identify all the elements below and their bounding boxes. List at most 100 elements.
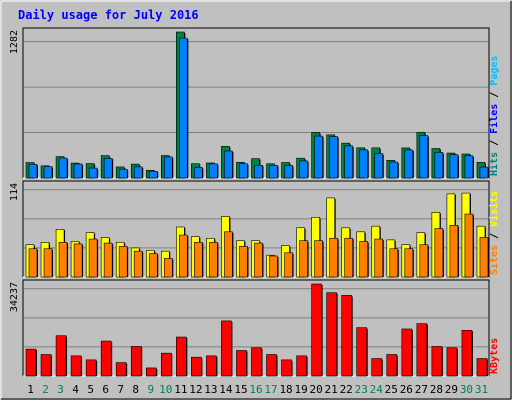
x-tick-label: 25 — [385, 383, 398, 396]
bar-visits-sites-5 — [88, 238, 98, 278]
x-tick-label: 5 — [87, 383, 94, 396]
x-tick-label: 4 — [72, 383, 79, 396]
bar-kbytes-kbytes-7 — [115, 362, 127, 377]
bar-hits-files-1 — [28, 164, 38, 179]
x-tick-label: 16 — [249, 383, 262, 396]
bar-visits-sites-10 — [163, 258, 173, 278]
legend-separator: / — [489, 134, 500, 152]
bar-visits-sites-3 — [58, 241, 68, 278]
bar-hits-files-14 — [224, 150, 233, 179]
bar-kbytes-kbytes-8 — [130, 346, 142, 377]
x-tick-label: 8 — [132, 383, 139, 396]
bar-kbytes-kbytes-13 — [206, 355, 217, 377]
bar-kbytes-kbytes-10 — [160, 352, 172, 377]
bar-visits-sites-17 — [269, 255, 278, 278]
legend-text-kbytes: KBytes — [489, 338, 500, 374]
bar-kbytes-kbytes-18 — [281, 359, 292, 377]
bar-visits-sites-31 — [479, 237, 489, 278]
x-tick-label: 29 — [445, 383, 458, 396]
bar-hits-files-30 — [464, 155, 474, 179]
bar-hits-files-21 — [329, 136, 338, 179]
bar-kbytes-kbytes-9 — [145, 367, 157, 377]
x-tick-label: 31 — [475, 383, 488, 396]
ymax-label-kbytes: 34237 — [9, 282, 20, 312]
bar-hits-files-5 — [88, 167, 98, 179]
panel-hits: 1282 Hits / Files / Pages — [9, 27, 500, 179]
x-tick-label: 18 — [279, 383, 292, 396]
x-tick-label: 15 — [234, 383, 247, 396]
ymax-label-hits: 1282 — [9, 30, 20, 54]
bar-visits-sites-11 — [179, 234, 188, 278]
bar-visits-sites-14 — [224, 231, 233, 278]
legend-item-visits: Visits — [488, 191, 500, 227]
bar-visits-sites-27 — [419, 244, 429, 278]
bar-hits-files-13 — [209, 163, 218, 179]
bar-kbytes-kbytes-12 — [191, 356, 202, 377]
legend-item-files: Files — [488, 104, 500, 134]
x-tick-label: 30 — [460, 383, 473, 396]
bar-kbytes-kbytes-27 — [416, 323, 428, 377]
bar-visits-sites-26 — [404, 248, 414, 278]
bar-kbytes-kbytes-16 — [251, 347, 262, 377]
legend-hits: Hits / Files / Pages — [488, 56, 500, 176]
x-tick-label: 27 — [415, 383, 428, 396]
bar-hits-files-10 — [163, 156, 173, 179]
legend-text-visits: Sites / Visits — [488, 191, 500, 275]
bar-visits-sites-13 — [209, 241, 218, 278]
x-tick-label: 2 — [42, 383, 49, 396]
bar-hits-files-12 — [194, 167, 203, 179]
x-tick-label: 7 — [117, 383, 124, 396]
panel-visits: 114 Sites / Visits — [9, 180, 500, 278]
bar-kbytes-kbytes-24 — [371, 358, 383, 377]
bar-hits-files-6 — [103, 157, 113, 179]
bar-visits-sites-30 — [464, 213, 474, 278]
x-tick-label: 6 — [102, 383, 109, 396]
panels-layer: 1282 Hits / Files / Pages 114 Sites / Visit… — [9, 27, 500, 377]
bar-hits-files-28 — [434, 152, 444, 179]
bar-hits-files-24 — [374, 153, 384, 179]
bar-hits-files-22 — [344, 145, 353, 179]
x-tick-label: 19 — [294, 383, 307, 396]
x-tick-label: 21 — [325, 383, 338, 396]
bar-hits-files-25 — [389, 161, 399, 179]
chart-title: Daily usage for July 2016 — [18, 8, 199, 22]
bar-kbytes-kbytes-19 — [296, 355, 307, 377]
legend-item-hits: Hits — [488, 152, 500, 176]
bar-hits-files-2 — [43, 166, 53, 179]
bar-hits-files-20 — [314, 135, 323, 179]
bar-visits-sites-18 — [284, 252, 293, 278]
bar-kbytes-kbytes-15 — [236, 350, 247, 377]
x-tick-label: 12 — [189, 383, 202, 396]
bar-kbytes-kbytes-3 — [55, 335, 67, 377]
bar-visits-sites-29 — [449, 225, 459, 278]
bar-kbytes-kbytes-20 — [311, 283, 322, 377]
legend-item-pages: Pages — [489, 56, 500, 86]
bar-visits-sites-24 — [374, 238, 384, 278]
bar-hits-files-3 — [58, 157, 68, 179]
bar-kbytes-kbytes-14 — [221, 320, 232, 377]
bar-kbytes-kbytes-4 — [70, 355, 82, 377]
bar-kbytes-kbytes-30 — [461, 330, 473, 377]
bar-visits-sites-28 — [434, 228, 444, 278]
bar-visits-sites-22 — [344, 237, 353, 278]
x-axis-labels: 1 2 3 4 5 6 7 8 9 10 11 12 13 14 15 16 17 18 19 20 21 22 23 24 2… — [27, 383, 488, 396]
bar-hits-files-17 — [269, 165, 278, 179]
bar-visits-sites-7 — [118, 246, 128, 278]
bar-visits-sites-1 — [28, 248, 38, 278]
bar-kbytes-kbytes-26 — [401, 328, 413, 377]
legend-item-kbytes: KBytes — [489, 338, 500, 374]
bar-visits-sites-16 — [254, 242, 263, 278]
bar-visits-sites-4 — [73, 243, 83, 278]
bar-visits-sites-2 — [43, 248, 53, 278]
bar-kbytes-kbytes-2 — [40, 354, 52, 377]
bar-kbytes-kbytes-25 — [386, 354, 398, 377]
bar-hits-files-16 — [254, 164, 263, 179]
bar-hits-files-26 — [404, 149, 414, 179]
x-tick-label: 13 — [204, 383, 217, 396]
bar-visits-sites-15 — [239, 246, 248, 278]
bar-kbytes-kbytes-23 — [356, 327, 368, 377]
bar-visits-sites-21 — [329, 237, 338, 278]
bar-kbytes-kbytes-29 — [446, 347, 458, 377]
legend-kbytes: KBytes — [489, 338, 500, 374]
